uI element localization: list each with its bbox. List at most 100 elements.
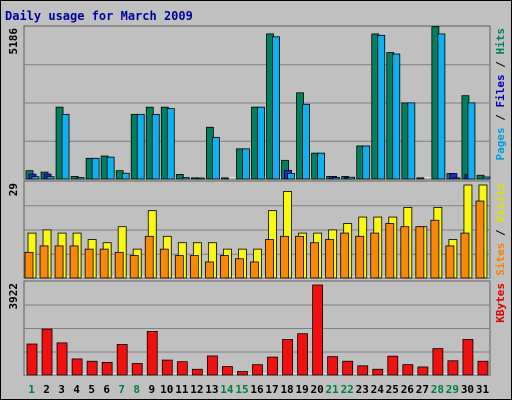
x-tick-label: 13 — [205, 383, 218, 396]
bar-kbytes-day-18 — [282, 339, 293, 376]
x-tick-label: 7 — [118, 383, 125, 396]
legend-part: Visits — [494, 183, 507, 223]
bar-kbytes-day-28 — [432, 348, 444, 376]
bar-sites-day-30 — [460, 232, 470, 279]
bar-pages-day-3 — [61, 113, 70, 180]
panel-kbytes-legend: KBytes — [494, 283, 507, 323]
bar-pages-day-11 — [181, 177, 190, 180]
x-tick-label: 6 — [103, 383, 110, 396]
bar-kbytes-day-10 — [161, 359, 173, 376]
bar-kbytes-day-31 — [477, 360, 489, 376]
x-tick-label: 8 — [133, 383, 140, 396]
bar-pages-day-1 — [31, 176, 40, 180]
x-tick-label: 22 — [341, 383, 354, 396]
bar-sites-day-29 — [445, 245, 455, 279]
bar-pages-day-8 — [136, 113, 145, 180]
bar-sites-day-18 — [280, 235, 289, 279]
chart-title: Daily usage for March 2009 — [5, 9, 193, 23]
bar-kbytes-day-30 — [462, 339, 474, 376]
bar-kbytes-day-24 — [372, 368, 384, 376]
bar-sites-day-8 — [129, 255, 139, 279]
bar-sites-day-5 — [84, 248, 94, 279]
x-tick-label: 23 — [356, 383, 369, 396]
bar-sites-day-23 — [355, 235, 365, 279]
bar-pages-day-28 — [437, 33, 446, 180]
x-tick-label: 1 — [28, 383, 35, 396]
legend-part: / — [494, 223, 507, 243]
bar-pages-day-22 — [347, 176, 356, 180]
x-tick-label: 25 — [386, 383, 399, 396]
x-tick-label: 12 — [190, 383, 203, 396]
bar-sites-day-13 — [204, 261, 214, 279]
bar-hits-day-27 — [416, 177, 425, 180]
bar-pages-day-19 — [302, 103, 310, 180]
x-tick-label: 5 — [88, 383, 95, 396]
bar-kbytes-day-12 — [191, 368, 203, 376]
x-tick-label: 29 — [446, 383, 459, 396]
bar-pages-day-15 — [242, 148, 250, 180]
bar-pages-day-4 — [76, 177, 85, 180]
bar-sites-day-22 — [340, 232, 350, 279]
bar-pages-day-7 — [121, 172, 130, 180]
bar-kbytes-day-29 — [447, 360, 459, 376]
x-tick-label: 27 — [416, 383, 429, 396]
bar-sites-day-10 — [159, 248, 169, 279]
bar-pages-day-10 — [166, 108, 175, 180]
bar-kbytes-day-22 — [342, 360, 354, 376]
bar-pages-day-18 — [287, 173, 295, 180]
x-tick-label: 3 — [58, 383, 65, 396]
bar-pages-day-9 — [151, 113, 160, 180]
x-tick-label: 24 — [371, 383, 385, 396]
panel-visits-max-label: 29 — [7, 183, 20, 196]
x-tick-label: 14 — [220, 383, 234, 396]
bar-sites-day-20 — [310, 242, 320, 279]
x-tick-label: 19 — [295, 383, 308, 396]
bar-sites-day-26 — [400, 226, 410, 279]
bar-kbytes-day-14 — [222, 366, 233, 376]
legend-part: KBytes — [494, 283, 507, 323]
x-tick-label: 11 — [175, 383, 189, 396]
bar-kbytes-day-4 — [71, 358, 83, 376]
bar-pages-day-26 — [407, 102, 416, 180]
bar-kbytes-day-11 — [176, 361, 188, 376]
bar-kbytes-day-27 — [417, 366, 429, 376]
bar-kbytes-day-20 — [312, 284, 324, 376]
bar-sites-day-7 — [114, 251, 124, 279]
bar-hits-day-14 — [221, 177, 229, 180]
bar-pages-day-6 — [106, 156, 115, 180]
legend-part: / — [494, 108, 507, 128]
bar-sites-day-11 — [174, 255, 184, 279]
bar-sites-day-12 — [189, 255, 199, 279]
bar-pages-day-2 — [46, 176, 55, 180]
bar-pages-day-29 — [452, 177, 461, 180]
bar-pages-day-25 — [392, 53, 401, 180]
bar-sites-day-6 — [99, 248, 109, 279]
bar-pages-day-31 — [482, 176, 491, 180]
bar-kbytes-day-3 — [56, 342, 68, 376]
bar-kbytes-day-5 — [86, 360, 98, 376]
x-tick-label: 21 — [326, 383, 340, 396]
bar-sites-day-9 — [144, 235, 154, 279]
bar-sites-day-4 — [69, 245, 79, 279]
x-tick-label: 17 — [265, 383, 278, 396]
bar-kbytes-day-9 — [146, 330, 158, 376]
bar-kbytes-day-16 — [252, 364, 263, 376]
bar-pages-day-12 — [196, 177, 205, 180]
panel-kbytes-max-label: 3922 — [7, 283, 20, 310]
bar-pages-day-13 — [211, 136, 220, 180]
bar-sites-day-21 — [325, 239, 335, 279]
bar-hits-day-11 — [175, 174, 184, 180]
x-tick-label: 15 — [235, 383, 248, 396]
bar-sites-day-25 — [385, 223, 395, 279]
bar-pages-day-17 — [272, 36, 280, 180]
bar-sites-day-14 — [220, 255, 229, 279]
x-tick-label: 9 — [148, 383, 155, 396]
bar-kbytes-day-2 — [41, 328, 53, 376]
x-tick-label: 30 — [461, 383, 474, 396]
panel-hits-max-label: 5186 — [7, 28, 20, 55]
bar-sites-day-28 — [430, 219, 440, 279]
bar-kbytes-day-25 — [387, 355, 399, 376]
bar-sites-day-17 — [265, 239, 274, 279]
bar-pages-day-20 — [317, 152, 326, 180]
